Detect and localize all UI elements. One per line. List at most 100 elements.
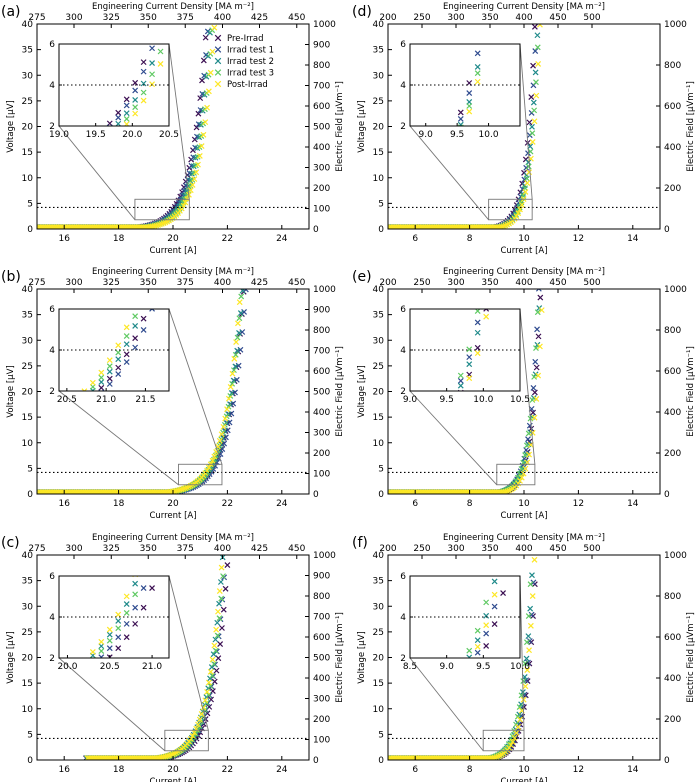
data-point [211, 453, 218, 460]
inset-data-point [457, 121, 464, 126]
right-tick-label: 400 [313, 143, 330, 153]
right-tick-label: 0 [664, 756, 670, 766]
inset-data-point [82, 392, 87, 397]
zoom-connector [409, 657, 484, 752]
data-point [196, 152, 203, 159]
x-tick-label: 20 [167, 765, 179, 775]
top-tick-label: 250 [413, 544, 430, 554]
inset-data-point [98, 374, 105, 381]
data-point [215, 655, 222, 662]
top-tick-label: 450 [288, 13, 305, 23]
data-point [209, 656, 216, 663]
inset-data-point [483, 599, 490, 606]
right-tick-label: 200 [313, 715, 330, 725]
x-tick-label: 12 [573, 499, 584, 509]
inset-y-tick-label: 4 [400, 613, 406, 623]
data-point [533, 396, 540, 402]
data-point [187, 735, 194, 742]
right-tick-label: 400 [313, 408, 330, 418]
zoom-connector [168, 575, 209, 731]
inset: 20.0 20.5 21.0 2 4 6 [49, 572, 170, 672]
y-tick-label: 30 [22, 602, 34, 612]
data-point [208, 664, 215, 671]
inset-data-point [474, 70, 481, 77]
data-point [517, 477, 523, 484]
inset-data-point [483, 622, 490, 629]
inset-data-point [132, 110, 139, 117]
inset-data-point [98, 369, 105, 376]
data-point [205, 679, 212, 686]
inset-data-point [123, 609, 130, 616]
data-point [529, 139, 536, 145]
data-point [236, 315, 243, 322]
inset-data-point [140, 604, 147, 611]
data-point [209, 457, 216, 464]
right-tick-label: 1000 [313, 20, 336, 30]
right-tick-label: 100 [313, 736, 330, 746]
data-point [508, 742, 514, 749]
data-point [215, 608, 221, 615]
data-point [518, 474, 525, 481]
y-tick-label: 20 [22, 123, 34, 133]
y-tick-label: 35 [373, 311, 384, 321]
data-point [239, 329, 246, 335]
legend-marker [214, 57, 222, 65]
inset-y-tick-label: 6 [400, 572, 406, 582]
data-point [207, 69, 214, 76]
data-point [493, 754, 500, 760]
inset-data-point [106, 626, 113, 633]
data-point [513, 729, 520, 736]
data-point [205, 464, 212, 471]
inset-y-tick-label: 2 [400, 122, 406, 132]
inset: 8.5 9.0 9.5 10.0 2 4 6 [400, 572, 530, 672]
y-tick-label: 40 [373, 20, 385, 30]
inset-data-point [475, 35, 480, 40]
inset-data-point [132, 79, 139, 86]
inset-data-point [106, 357, 113, 364]
inset-y-tick-label: 2 [49, 654, 55, 664]
data-point [209, 48, 216, 55]
inset-data-point [150, 34, 155, 39]
data-point [534, 32, 541, 39]
legend-entry: Post-Irrad [227, 80, 268, 90]
y-tick-label: 5 [378, 464, 384, 474]
data-point [527, 622, 534, 629]
right-tick-label: 0 [313, 756, 319, 766]
inset-y-tick-label: 2 [400, 654, 406, 664]
y-tick-label: 15 [373, 679, 384, 689]
data-point [236, 299, 243, 306]
data-point [191, 729, 198, 736]
data-point [187, 187, 194, 194]
inset-data-point [132, 591, 139, 598]
top-tick-label: 400 [515, 278, 532, 288]
data-point [225, 395, 232, 402]
inset-x-tick-label: 10.0 [479, 130, 499, 140]
right-tick-label: 900 [313, 572, 330, 582]
inset-data-point [132, 344, 139, 351]
data-point [241, 309, 248, 315]
data-point [216, 600, 222, 607]
data-point [224, 406, 230, 413]
data-point [502, 488, 509, 494]
data-point [200, 131, 207, 138]
inset-data-point [123, 601, 130, 608]
right-tick-label: 1000 [664, 20, 687, 30]
inset-data-point [106, 363, 113, 370]
inset-data-point [466, 108, 473, 115]
inset-data-point [106, 631, 113, 638]
inset-data-point [115, 617, 122, 624]
inset-data-point [98, 379, 105, 386]
data-point [238, 293, 245, 300]
y-tick-label: 0 [378, 225, 384, 235]
inset-data-point [132, 97, 139, 103]
x-tick-label: 10 [518, 234, 530, 244]
inset-data-point [474, 643, 481, 650]
y-axis-title: Voltage [μV] [6, 100, 16, 152]
x-tick-label: 16 [58, 234, 70, 244]
inset-data-point [491, 603, 498, 610]
right-tick-label: 800 [313, 592, 330, 602]
top-tick-label: 350 [481, 278, 498, 288]
data-point [202, 119, 209, 126]
x-tick-label: 8 [467, 499, 473, 509]
